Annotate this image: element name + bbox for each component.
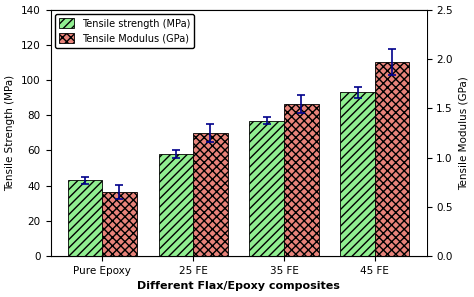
X-axis label: Different Flax/Epoxy composites: Different Flax/Epoxy composites [137, 282, 340, 291]
Bar [102, 192, 137, 256]
Bar [284, 104, 319, 256]
Bar [193, 133, 228, 256]
Bar [249, 121, 284, 256]
Bar [340, 92, 375, 256]
Y-axis label: Tensile Strength (MPa): Tensile Strength (MPa) [6, 75, 16, 191]
Bar [68, 180, 102, 256]
Y-axis label: Tensile Modulus (GPa): Tensile Modulus (GPa) [458, 76, 468, 190]
Bar [375, 62, 410, 256]
Legend: Tensile strength (MPa), Tensile Modulus (GPa): Tensile strength (MPa), Tensile Modulus … [55, 15, 194, 48]
Bar [159, 154, 193, 256]
